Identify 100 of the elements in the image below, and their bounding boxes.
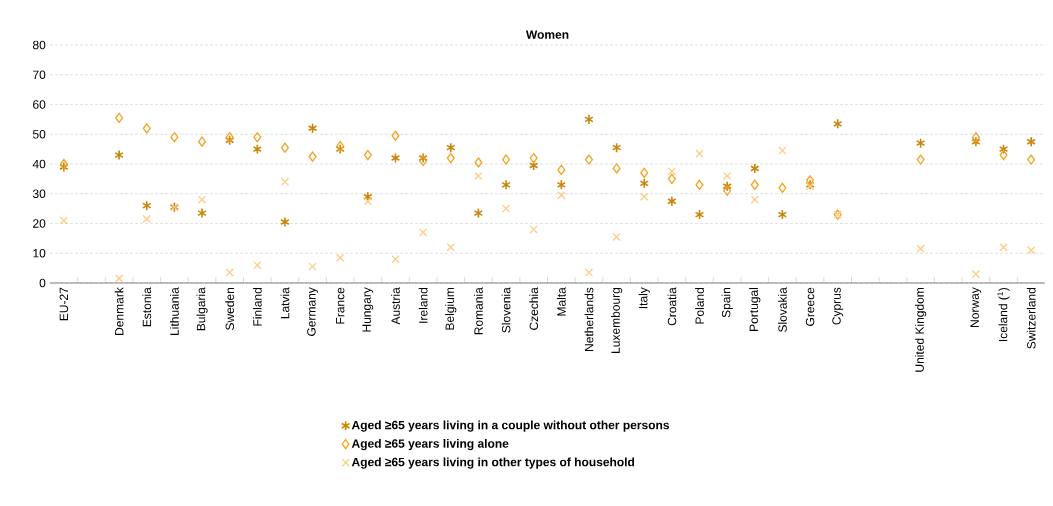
y-tick-label: 70 — [33, 70, 46, 79]
x-tick-label: Switzerland — [1026, 287, 1036, 349]
x-tick-label: France — [336, 287, 345, 324]
x-tick-label: Ireland — [418, 287, 428, 323]
point — [280, 216, 290, 228]
point — [197, 207, 207, 219]
point — [170, 132, 179, 143]
point — [142, 214, 151, 224]
x-tick-label: Hungary — [362, 287, 374, 332]
point — [473, 207, 484, 219]
x-tick-label: Portugal — [749, 288, 761, 331]
point — [252, 143, 262, 155]
x-tick-label: United Kingdom — [915, 288, 927, 372]
point — [307, 123, 318, 134]
x-tick-label: Germany — [307, 287, 319, 336]
point — [502, 154, 511, 165]
point — [557, 191, 566, 200]
legend-label: Aged ≥65 years living alone — [351, 438, 509, 451]
point — [722, 181, 732, 192]
x-tick-label: Malta — [556, 287, 566, 316]
x-tick-label: Belgium — [445, 287, 457, 330]
point — [722, 171, 732, 181]
x-tick-label: Lithuania — [169, 287, 179, 335]
point — [999, 149, 1008, 161]
point — [667, 173, 676, 185]
x-tick-label: Luxembourg — [611, 287, 623, 353]
point — [225, 268, 234, 277]
x-tick-label: Iceland ($^{1}$) — [997, 287, 1010, 342]
point — [280, 142, 289, 153]
point — [695, 149, 704, 158]
x-tick-label: Austria — [391, 287, 400, 325]
x-tick-label: Slovenia — [501, 287, 511, 333]
y-tick-label: 60 — [33, 100, 46, 109]
point — [777, 209, 788, 220]
y-tick-label: 0 — [39, 278, 46, 288]
point — [639, 178, 649, 189]
point — [611, 142, 622, 153]
point — [971, 132, 980, 143]
x-tick-label: EU-27 — [59, 287, 69, 321]
point — [308, 262, 317, 271]
point — [667, 167, 677, 176]
point — [998, 143, 1009, 155]
point — [612, 232, 621, 242]
point — [391, 130, 400, 141]
x-tick-label: Spain — [721, 287, 733, 318]
y-tick-label: 20 — [33, 219, 46, 228]
chart-title: Women — [525, 30, 569, 39]
point — [308, 151, 317, 162]
point — [694, 209, 705, 220]
point — [446, 243, 455, 252]
point — [253, 260, 262, 270]
point — [584, 154, 593, 165]
x-tick-label: Sweden — [225, 287, 235, 331]
x-tick-label: Slovakia — [778, 287, 787, 332]
point — [501, 204, 511, 213]
point — [916, 154, 925, 165]
y-tick-label: 40 — [32, 159, 46, 169]
point — [446, 142, 456, 153]
point — [529, 225, 538, 234]
x-tick-label: Finland — [252, 287, 262, 326]
point — [833, 118, 843, 130]
point — [142, 200, 152, 211]
x-tick-label: Netherlands — [584, 287, 594, 351]
point — [723, 185, 732, 196]
point — [59, 216, 69, 225]
point — [695, 179, 704, 190]
point — [750, 179, 759, 190]
point — [750, 195, 759, 204]
x-tick-label: Czechia — [529, 287, 539, 330]
point — [253, 132, 262, 143]
point — [971, 269, 981, 279]
point — [363, 197, 373, 206]
legend-label: Aged ≥65 years living in a couple without other persons — [351, 420, 670, 432]
x-tick-label: Norway — [970, 287, 982, 327]
point — [971, 136, 981, 147]
point — [640, 167, 649, 179]
y-tick-label: 80 — [32, 40, 46, 50]
x-tick-label: Denmark — [114, 287, 124, 335]
y-tick-label: 30 — [32, 189, 46, 198]
point — [778, 146, 787, 155]
point — [529, 152, 538, 164]
point — [1026, 246, 1036, 255]
point — [446, 152, 455, 164]
point — [474, 157, 483, 168]
point — [280, 177, 290, 187]
x-tick-label: Latvia — [280, 287, 290, 319]
y-tick-label: 10 — [33, 249, 46, 258]
point — [114, 274, 124, 283]
x-tick-label: Bulgaria — [196, 287, 208, 331]
point — [556, 179, 567, 191]
legend-label: Aged ≥65 years living in other types of household — [351, 457, 635, 469]
point — [667, 195, 677, 207]
point — [778, 182, 787, 193]
point — [915, 137, 926, 149]
point — [584, 268, 594, 277]
x-tick-label: Estonia — [142, 287, 152, 327]
point — [418, 228, 428, 237]
x-tick-label: Cyprus — [832, 287, 844, 325]
point — [115, 112, 124, 124]
point — [999, 243, 1008, 252]
